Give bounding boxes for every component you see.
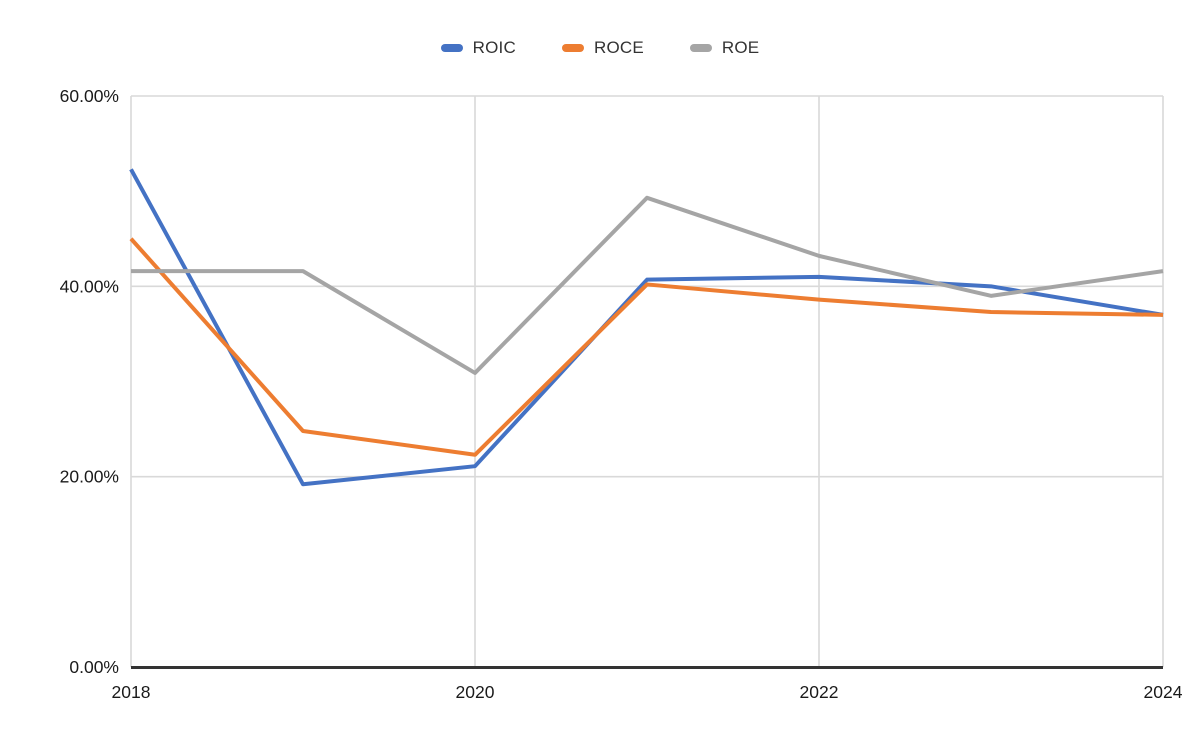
- x-tick-label: 2022: [800, 682, 839, 702]
- x-tick-label: 2018: [112, 682, 151, 702]
- series-line-roe: [131, 195, 1164, 375]
- x-tick-label: 2024: [1144, 682, 1183, 702]
- series-line-roic: [129, 168, 1164, 487]
- y-tick-label: 60.00%: [60, 86, 119, 106]
- y-tick-label: 40.00%: [60, 276, 119, 296]
- y-tick-label: 0.00%: [69, 657, 119, 677]
- gridlines: [130, 95, 1164, 668]
- x-tick-label: 2020: [456, 682, 495, 702]
- y-tick-label: 20.00%: [60, 467, 119, 487]
- series-line-roce: [129, 237, 1164, 457]
